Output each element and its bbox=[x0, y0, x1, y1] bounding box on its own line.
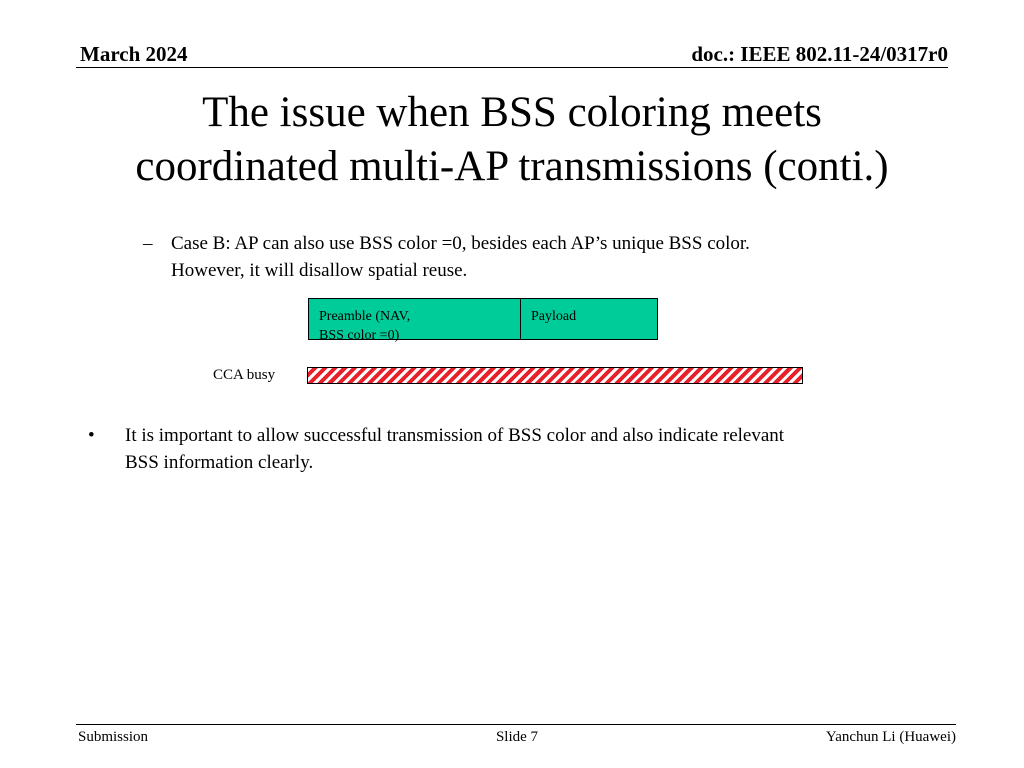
conclusion-line-2: BSS information clearly. bbox=[125, 452, 314, 473]
case-b-line-2: However, it will disallow spatial reuse. bbox=[171, 260, 468, 281]
preamble-label-line-2: BSS color =0) bbox=[319, 328, 400, 343]
preamble-box: Preamble (NAV, BSS color =0) bbox=[308, 298, 522, 343]
conclusion-line-1: It is important to allow successful tran… bbox=[125, 425, 785, 446]
slide-title-line-1: The issue when BSS coloring meets bbox=[202, 89, 822, 136]
payload-label: Payload bbox=[531, 309, 577, 324]
slide-title-line-2: coordinated multi-AP transmissions (cont… bbox=[135, 143, 889, 190]
footer-divider bbox=[76, 724, 956, 725]
footer-author: Yanchun Li (Huawei) bbox=[825, 729, 956, 745]
header-divider bbox=[76, 67, 948, 68]
case-b-line-1: Case B: AP can also use BSS color =0, be… bbox=[171, 233, 750, 254]
dash-bullet-marker: – bbox=[143, 233, 153, 254]
footer-slide-number: Slide 7 bbox=[495, 729, 539, 745]
conclusion-text: It is important to allow successful tran… bbox=[125, 422, 945, 476]
cca-busy-label: CCA busy bbox=[213, 367, 276, 383]
preamble-label-line-1: Preamble (NAV, bbox=[319, 309, 411, 324]
cca-busy-bar bbox=[307, 367, 803, 384]
payload-box: Payload bbox=[520, 298, 658, 340]
footer-submission: Submission bbox=[78, 729, 149, 745]
slide-title: The issue when BSS coloring meets coordi… bbox=[60, 86, 964, 194]
header-doc-id: doc.: IEEE 802.11-24/0317r0 bbox=[691, 42, 948, 66]
header-date: March 2024 bbox=[80, 42, 188, 66]
case-b-text: Case B: AP can also use BSS color =0, be… bbox=[171, 230, 901, 284]
bullet-marker: • bbox=[88, 425, 95, 446]
